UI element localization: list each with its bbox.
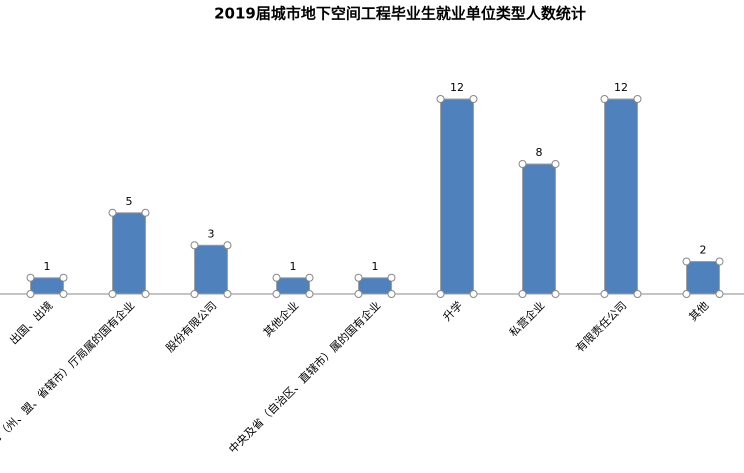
data-label: 3 [208,227,215,240]
data-label: 8 [536,146,543,159]
selection-handle [436,95,445,103]
selection-handle [518,290,527,298]
selection-handle [141,290,150,298]
x-tick-label: 私营企业 [506,298,547,339]
selection-handle [682,290,691,298]
selection-handle [305,290,314,298]
selection-handle [223,241,232,250]
bar [686,261,720,295]
chart-title: 2019届城市地下空间工程毕业生就业单位类型人数统计 [214,5,586,23]
x-tick-label: 有限责任公司 [573,298,630,355]
selection-handle [108,290,117,298]
bar [194,244,228,295]
x-tick-label: 升学 [440,298,465,323]
selection-handle [518,160,527,168]
selection-handle [354,273,363,282]
selection-handle [354,290,363,298]
selection-handle [26,273,35,282]
selection-handle [59,273,68,282]
selection-handle [59,290,68,298]
data-label: 1 [44,260,51,273]
bar [112,212,146,295]
selection-handle [551,290,560,298]
data-label: 1 [372,260,379,273]
x-tick-label: 出国、出境 [6,298,55,347]
selection-handle [600,95,609,103]
bar [30,277,64,295]
selection-handle [436,290,445,298]
selection-handle [190,241,199,250]
x-tick-label: 地市（州、盟、省辖市）厅局属的国有企业 [0,298,137,456]
selection-handle [272,290,281,298]
selection-handle [305,273,314,282]
x-tick-label: 中央及省（自治区、直辖市）属的国有企业 [226,298,384,456]
data-label: 5 [126,195,133,208]
selection-handle [600,290,609,298]
data-label: 1 [290,260,297,273]
bar [358,277,392,295]
data-label: 12 [450,81,464,94]
bar [440,98,474,295]
selection-handle [715,290,724,298]
data-label: 12 [614,81,628,94]
selection-handle [682,257,691,266]
selection-handle [715,257,724,266]
selection-handle [272,273,281,282]
selection-handle [190,290,199,298]
selection-handle [387,273,396,282]
selection-handle [469,290,478,298]
data-label: 2 [700,244,707,257]
bar [604,98,638,295]
bar [522,163,556,295]
x-tick-label: 股份有限公司 [163,298,220,355]
selection-handle [223,290,232,298]
selection-handle [469,95,478,103]
bar [276,277,310,295]
x-tick-label: 其他 [686,299,711,324]
selection-handle [387,290,396,298]
selection-handle [108,208,117,217]
selection-handle [26,290,35,298]
selection-handle [633,95,642,103]
selection-handle [141,208,150,217]
selection-handle [551,160,560,168]
x-tick-label: 其他企业 [260,298,301,339]
selection-handle [633,290,642,298]
